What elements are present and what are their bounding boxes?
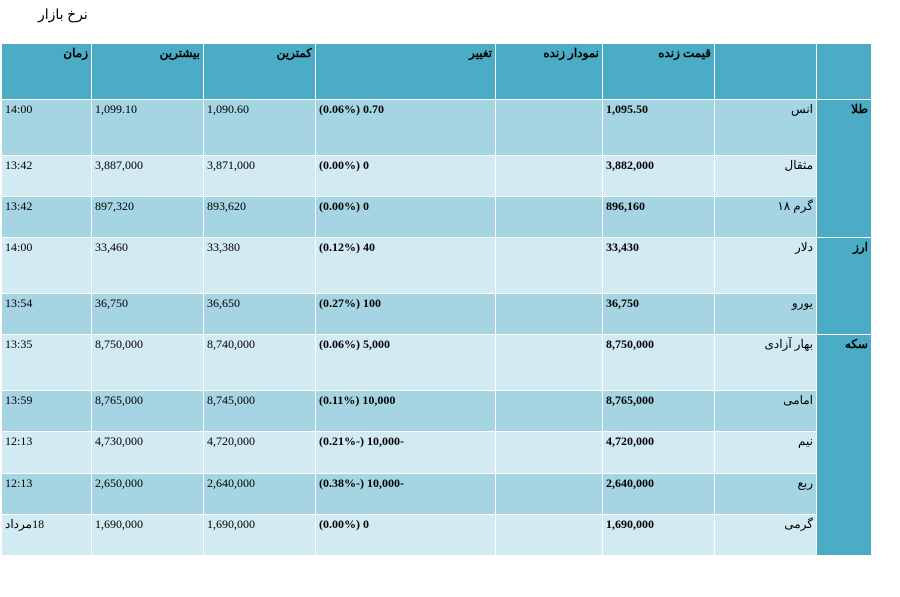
table-row: گرمی 1,690,000 0 (0.00%) 1,690,000 1,690… xyxy=(1,514,872,556)
change-value: 40 (0.12%) xyxy=(315,237,496,294)
live-price: 8,750,000 xyxy=(602,334,715,391)
item-name: نیم xyxy=(714,431,817,474)
live-price: 1,690,000 xyxy=(602,514,715,556)
item-name: انس xyxy=(714,99,817,156)
time-value: 13:42 xyxy=(1,196,92,238)
item-name: ربع xyxy=(714,473,817,515)
time-value: 12:13 xyxy=(1,431,92,474)
time-value: 18مرداد xyxy=(1,514,92,556)
low-value: 4,720,000 xyxy=(203,431,316,474)
live-chart xyxy=(495,155,603,197)
live-chart xyxy=(495,514,603,556)
time-value: 13:35 xyxy=(1,334,92,391)
low-value: 8,740,000 xyxy=(203,334,316,391)
high-value: 3,887,000 xyxy=(91,155,204,197)
live-price: 896,160 xyxy=(602,196,715,238)
table-row: ارز دلار 33,430 40 (0.12%) 33,380 33,460… xyxy=(1,237,872,335)
live-chart xyxy=(495,99,603,156)
low-value: 3,871,000 xyxy=(203,155,316,197)
table-row: طلا انس 1,095.50 0.70 (0.06%) 1,090.60 1… xyxy=(1,99,872,238)
high-value: 4,730,000 xyxy=(91,431,204,474)
time-value: 14:00 xyxy=(1,237,92,294)
live-price: 33,430 xyxy=(602,237,715,294)
high-value: 897,320 xyxy=(91,196,204,238)
time-value: 13:54 xyxy=(1,293,92,335)
low-value: 1,690,000 xyxy=(203,514,316,556)
live-chart xyxy=(495,237,603,294)
live-chart xyxy=(495,293,603,335)
live-price: 3,882,000 xyxy=(602,155,715,197)
live-chart xyxy=(495,390,603,432)
high-value: 1,099.10 xyxy=(91,99,204,156)
header-time: زمان xyxy=(1,43,92,100)
change-value: 0 (0.00%) xyxy=(315,155,496,197)
header-live-chart: نمودار زنده xyxy=(495,43,603,100)
live-price: 8,765,000 xyxy=(602,390,715,432)
change-value: -10,000 (-0.38%) xyxy=(315,473,496,515)
live-price: 2,640,000 xyxy=(602,473,715,515)
header-row: قیمت زنده نمودار زنده تغییر کمترین بیشتر… xyxy=(1,43,872,100)
header-category xyxy=(816,43,872,100)
live-price: 4,720,000 xyxy=(602,431,715,474)
market-rates-table: قیمت زنده نمودار زنده تغییر کمترین بیشتر… xyxy=(1,43,872,556)
live-chart xyxy=(495,473,603,515)
live-chart xyxy=(495,431,603,474)
high-value: 2,650,000 xyxy=(91,473,204,515)
table-row: امامی 8,765,000 10,000 (0.11%) 8,745,000… xyxy=(1,390,872,432)
table-row: گرم ۱۸ 896,160 0 (0.00%) 893,620 897,320… xyxy=(1,196,872,238)
low-value: 2,640,000 xyxy=(203,473,316,515)
header-change: تغییر xyxy=(315,43,496,100)
live-price: 1,095.50 xyxy=(602,99,715,156)
time-value: 12:13 xyxy=(1,473,92,515)
header-low: کمترین xyxy=(203,43,316,100)
change-value: 5,000 (0.06%) xyxy=(315,334,496,391)
change-value: 0.70 (0.06%) xyxy=(315,99,496,156)
header-item xyxy=(714,43,817,100)
item-name: یورو xyxy=(714,293,817,335)
group-label-gold: طلا xyxy=(816,99,872,238)
time-value: 14:00 xyxy=(1,99,92,156)
table-row: نیم 4,720,000 -10,000 (-0.21%) 4,720,000… xyxy=(1,431,872,474)
item-name: مثقال xyxy=(714,155,817,197)
table-row: یورو 36,750 100 (0.27%) 36,650 36,750 13… xyxy=(1,293,872,335)
high-value: 8,765,000 xyxy=(91,390,204,432)
group-label-currency: ارز xyxy=(816,237,872,335)
low-value: 1,090.60 xyxy=(203,99,316,156)
high-value: 8,750,000 xyxy=(91,334,204,391)
change-value: 100 (0.27%) xyxy=(315,293,496,335)
change-value: 0 (0.00%) xyxy=(315,196,496,238)
item-name: گرمی xyxy=(714,514,817,556)
header-high: بیشترین xyxy=(91,43,204,100)
live-price: 36,750 xyxy=(602,293,715,335)
table-row: مثقال 3,882,000 0 (0.00%) 3,871,000 3,88… xyxy=(1,155,872,197)
high-value: 1,690,000 xyxy=(91,514,204,556)
low-value: 33,380 xyxy=(203,237,316,294)
group-label-coin: سکه xyxy=(816,334,872,556)
change-value: 0 (0.00%) xyxy=(315,514,496,556)
item-name: امامی xyxy=(714,390,817,432)
time-value: 13:59 xyxy=(1,390,92,432)
item-name: دلار xyxy=(714,237,817,294)
page-title: نرخ بازار xyxy=(38,8,88,23)
table-row: سکه بهار آزادی 8,750,000 5,000 (0.06%) 8… xyxy=(1,334,872,556)
high-value: 36,750 xyxy=(91,293,204,335)
live-chart xyxy=(495,196,603,238)
time-value: 13:42 xyxy=(1,155,92,197)
header-live-price: قیمت زنده xyxy=(602,43,715,100)
low-value: 893,620 xyxy=(203,196,316,238)
live-chart xyxy=(495,334,603,391)
change-value: -10,000 (-0.21%) xyxy=(315,431,496,474)
low-value: 8,745,000 xyxy=(203,390,316,432)
item-name: بهار آزادی xyxy=(714,334,817,391)
high-value: 33,460 xyxy=(91,237,204,294)
low-value: 36,650 xyxy=(203,293,316,335)
change-value: 10,000 (0.11%) xyxy=(315,390,496,432)
item-name: گرم ۱۸ xyxy=(714,196,817,238)
table-row: ربع 2,640,000 -10,000 (-0.38%) 2,640,000… xyxy=(1,473,872,515)
